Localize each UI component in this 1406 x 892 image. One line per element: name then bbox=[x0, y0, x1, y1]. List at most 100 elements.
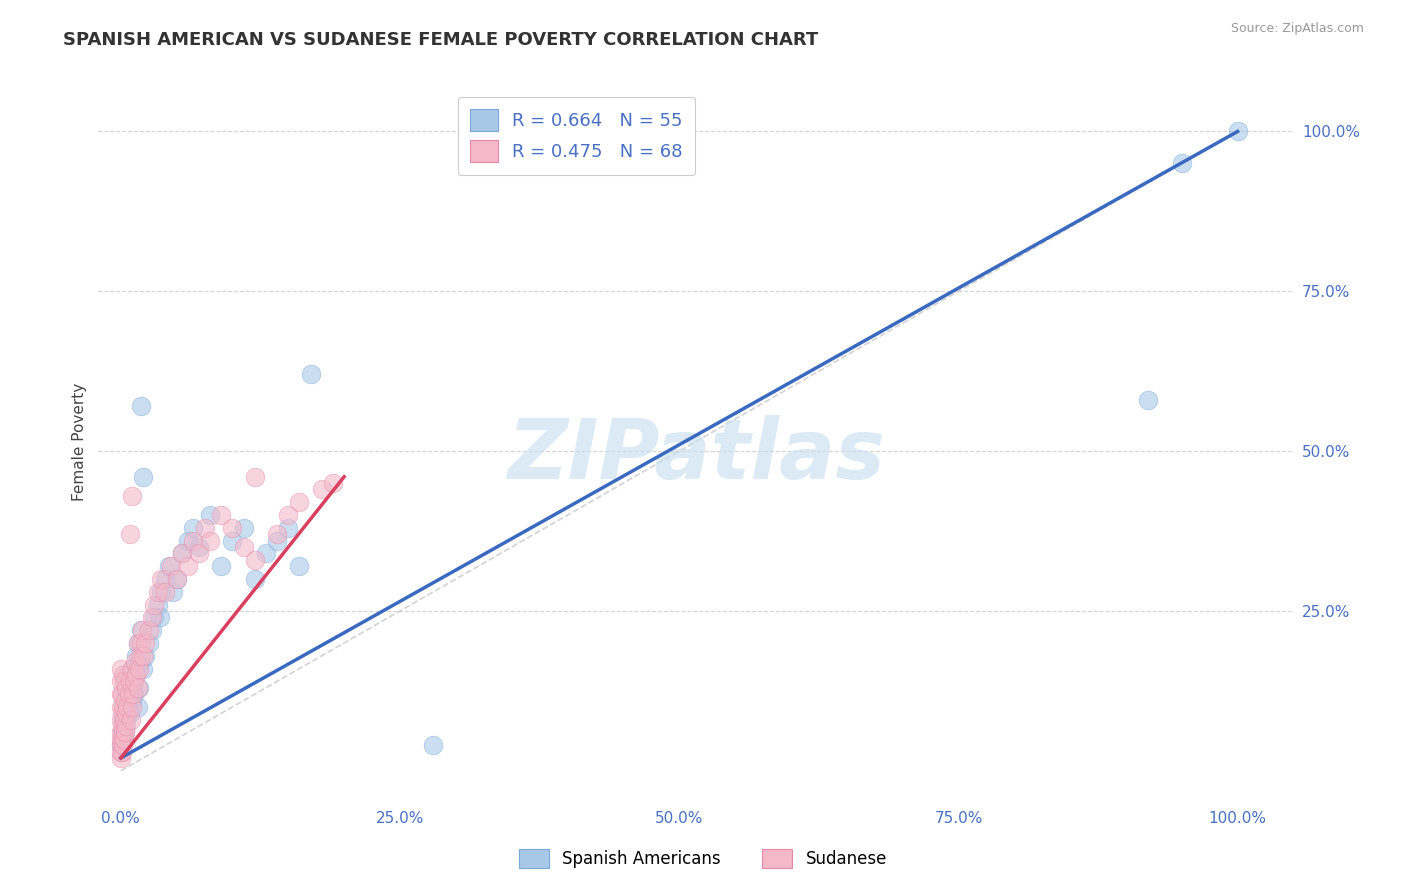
Point bbox=[115, 719, 138, 733]
Point bbox=[121, 489, 143, 503]
Point bbox=[110, 661, 132, 675]
Point bbox=[322, 476, 344, 491]
Point bbox=[121, 699, 143, 714]
Point bbox=[121, 661, 143, 675]
Point bbox=[117, 687, 139, 701]
Point bbox=[111, 731, 134, 746]
Point bbox=[266, 527, 288, 541]
Point bbox=[111, 731, 134, 746]
Point bbox=[177, 559, 200, 574]
Point bbox=[114, 687, 136, 701]
Point bbox=[141, 623, 163, 637]
Point bbox=[193, 521, 215, 535]
Point bbox=[277, 521, 299, 535]
Point bbox=[112, 731, 135, 746]
Point bbox=[110, 738, 132, 752]
Point bbox=[146, 598, 169, 612]
Point bbox=[110, 725, 132, 739]
Point bbox=[209, 508, 232, 522]
Point bbox=[288, 495, 311, 509]
Point bbox=[132, 469, 155, 483]
Point bbox=[157, 559, 180, 574]
Point bbox=[166, 572, 188, 586]
Point bbox=[114, 725, 136, 739]
Point bbox=[129, 400, 152, 414]
Point bbox=[266, 533, 288, 548]
Point bbox=[111, 668, 134, 682]
Point bbox=[162, 584, 184, 599]
Point bbox=[198, 508, 221, 522]
Point bbox=[143, 610, 166, 624]
Point bbox=[128, 681, 150, 695]
Point bbox=[125, 648, 148, 663]
Point bbox=[127, 636, 149, 650]
Point bbox=[110, 751, 132, 765]
Point bbox=[127, 699, 149, 714]
Point bbox=[122, 674, 145, 689]
Point bbox=[311, 483, 333, 497]
Point bbox=[110, 699, 132, 714]
Point bbox=[138, 636, 160, 650]
Point bbox=[134, 648, 156, 663]
Point bbox=[127, 681, 149, 695]
Point bbox=[128, 648, 150, 663]
Point bbox=[121, 693, 143, 707]
Point bbox=[111, 687, 134, 701]
Point bbox=[172, 546, 194, 560]
Point bbox=[172, 546, 194, 560]
Point bbox=[117, 699, 139, 714]
Point bbox=[114, 693, 136, 707]
Text: Source: ZipAtlas.com: Source: ZipAtlas.com bbox=[1230, 22, 1364, 36]
Point bbox=[111, 745, 134, 759]
Point bbox=[124, 655, 146, 669]
Text: ZIPatlas: ZIPatlas bbox=[508, 416, 884, 497]
Point bbox=[112, 699, 135, 714]
Point bbox=[177, 533, 200, 548]
Point bbox=[117, 687, 139, 701]
Point bbox=[115, 674, 138, 689]
Point bbox=[124, 668, 146, 682]
Point bbox=[129, 636, 152, 650]
Point bbox=[155, 572, 177, 586]
Point bbox=[221, 521, 243, 535]
Point bbox=[288, 559, 311, 574]
Point bbox=[115, 713, 138, 727]
Point bbox=[277, 508, 299, 522]
Point bbox=[111, 738, 134, 752]
Point bbox=[160, 559, 183, 574]
Point bbox=[187, 540, 209, 554]
Point bbox=[146, 584, 169, 599]
Point bbox=[128, 655, 150, 669]
Point bbox=[1137, 392, 1160, 407]
Point bbox=[120, 681, 142, 695]
Point bbox=[110, 731, 132, 746]
Point bbox=[134, 636, 156, 650]
Point bbox=[183, 521, 205, 535]
Y-axis label: Female Poverty: Female Poverty bbox=[72, 383, 87, 500]
Point bbox=[118, 674, 141, 689]
Point bbox=[117, 668, 139, 682]
Point bbox=[422, 738, 444, 752]
Point bbox=[243, 553, 266, 567]
Point bbox=[149, 584, 172, 599]
Point bbox=[115, 681, 138, 695]
Point bbox=[209, 559, 232, 574]
Point bbox=[232, 521, 254, 535]
Point bbox=[149, 610, 172, 624]
Point bbox=[122, 674, 145, 689]
Point bbox=[141, 610, 163, 624]
Point bbox=[110, 713, 132, 727]
Point bbox=[110, 674, 132, 689]
Point bbox=[221, 533, 243, 548]
Point bbox=[128, 661, 150, 675]
Point bbox=[112, 719, 135, 733]
Text: SPANISH AMERICAN VS SUDANESE FEMALE POVERTY CORRELATION CHART: SPANISH AMERICAN VS SUDANESE FEMALE POVE… bbox=[63, 31, 818, 49]
Point bbox=[254, 546, 277, 560]
Point bbox=[111, 699, 134, 714]
Point bbox=[110, 738, 132, 752]
Point bbox=[110, 745, 132, 759]
Point bbox=[1226, 124, 1249, 138]
Point bbox=[232, 540, 254, 554]
Point bbox=[118, 527, 141, 541]
Point bbox=[131, 623, 153, 637]
